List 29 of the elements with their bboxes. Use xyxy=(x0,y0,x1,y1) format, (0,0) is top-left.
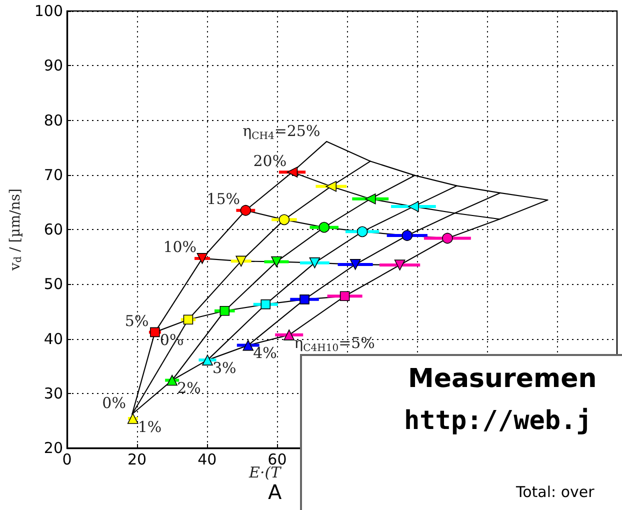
x-tick-label: 20 xyxy=(128,450,147,468)
y-tick-label: 30 xyxy=(44,384,63,402)
annotation: 5% xyxy=(124,312,149,330)
annotation: η$_{C4H10}$=5% xyxy=(294,334,375,354)
annotation: 10% xyxy=(163,238,197,256)
y-tick-label: 80 xyxy=(44,111,63,130)
y-tick-label: 20 xyxy=(44,439,63,457)
annotation: η$_{CH4}$=25% xyxy=(242,122,320,142)
annotation: 1% xyxy=(138,418,162,436)
annotation: Measuremen xyxy=(408,364,597,394)
annotation: 20% xyxy=(253,152,287,170)
annotation: 2% xyxy=(177,379,201,398)
x-tick-label: 40 xyxy=(198,450,217,468)
y-axis-title: vd / [µm/ns] xyxy=(7,188,24,272)
annotation: 15% xyxy=(206,190,240,208)
y-tick-label: 70 xyxy=(44,166,63,184)
y-tick-label: 100 xyxy=(34,2,63,20)
overlay-panel: Measuremen http://web.j Total: over xyxy=(300,354,622,510)
y-tick-label: 40 xyxy=(44,330,63,348)
annotation: http://web.j xyxy=(404,406,592,436)
y-tick-label: 50 xyxy=(44,275,63,294)
annotation: 0% xyxy=(102,394,126,412)
annotation: 4% xyxy=(253,344,277,362)
annotation: 3% xyxy=(212,359,236,378)
x-axis-title: E·(T xyxy=(248,464,282,482)
text: A xyxy=(268,480,282,504)
y-tick-label: 60 xyxy=(44,220,63,238)
x-tick-label: 0 xyxy=(62,450,72,468)
y-tick-label: 90 xyxy=(44,56,63,75)
